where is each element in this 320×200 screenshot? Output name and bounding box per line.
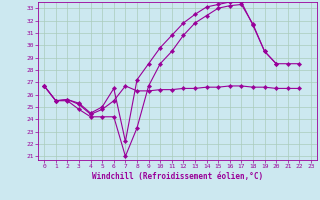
X-axis label: Windchill (Refroidissement éolien,°C): Windchill (Refroidissement éolien,°C) xyxy=(92,172,263,181)
